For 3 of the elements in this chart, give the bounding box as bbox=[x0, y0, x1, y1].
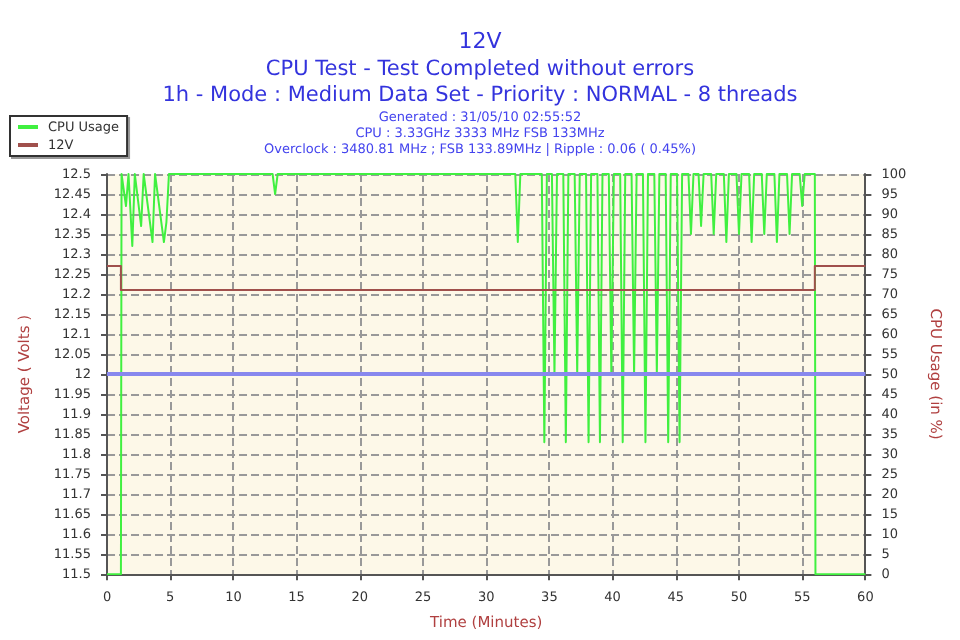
chart-subtitle: CPU Test - Test Completed without errors 1h - Mode : Medium Data Set - Priority : NORMAL - 8 threads bbox=[162, 57, 798, 107]
chart-title: 12V bbox=[458, 28, 503, 54]
line-series bbox=[106, 173, 867, 576]
